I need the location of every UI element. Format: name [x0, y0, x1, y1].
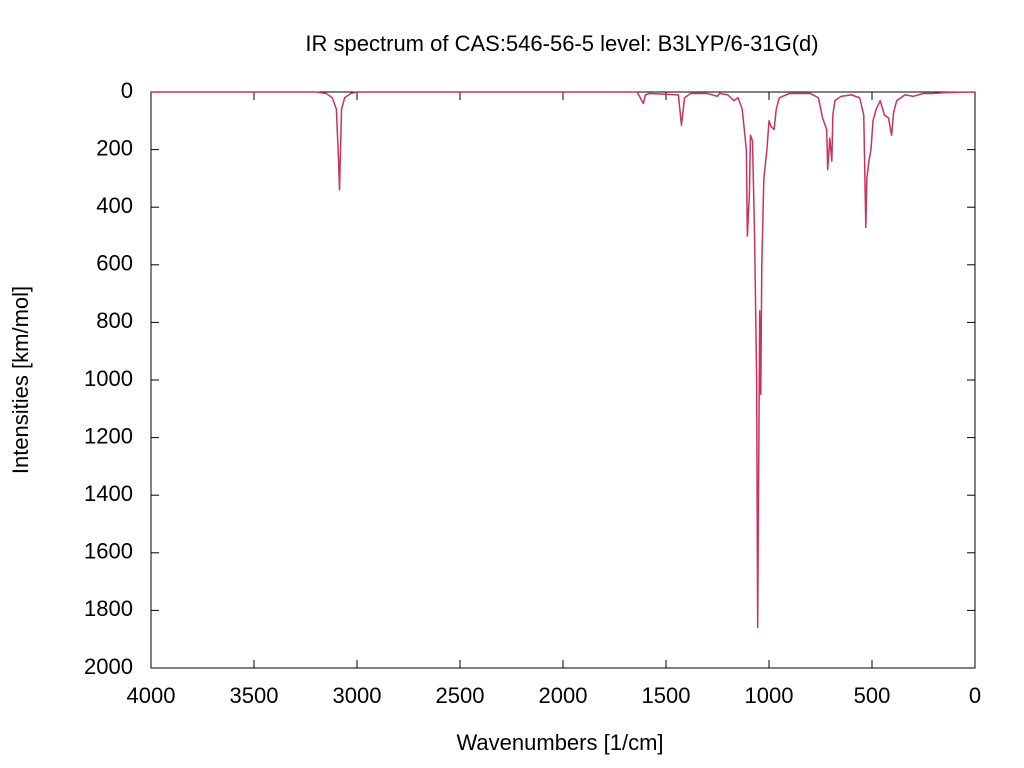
y-tick-label: 1400 — [84, 481, 133, 506]
x-tick-label: 2000 — [539, 683, 588, 708]
chart-title: IR spectrum of CAS:546-56-5 level: B3LYP… — [305, 31, 818, 56]
x-tick-label: 3500 — [230, 683, 279, 708]
y-tick-label: 800 — [96, 308, 133, 333]
x-tick-label: 500 — [854, 683, 891, 708]
x-tick-label: 4000 — [127, 683, 176, 708]
x-axis-label: Wavenumbers [1/cm] — [456, 730, 663, 755]
y-tick-label: 2000 — [84, 654, 133, 679]
y-axis-label: Intensities [km/mol] — [8, 286, 33, 474]
x-tick-label: 0 — [969, 683, 981, 708]
x-tick-label: 1500 — [642, 683, 691, 708]
x-tick-label: 3000 — [333, 683, 382, 708]
y-tick-label: 0 — [121, 78, 133, 103]
y-tick-label: 1600 — [84, 539, 133, 564]
y-tick-label: 600 — [96, 251, 133, 276]
y-tick-label: 1200 — [84, 423, 133, 448]
y-tick-label: 400 — [96, 193, 133, 218]
plot-frame — [150, 91, 976, 669]
y-tick-label: 200 — [96, 135, 133, 160]
y-tick-label: 1800 — [84, 596, 133, 621]
spectrum-line — [151, 91, 976, 629]
x-tick-label: 2500 — [436, 683, 485, 708]
y-tick-label: 1000 — [84, 366, 133, 391]
x-tick-label: 1000 — [745, 683, 794, 708]
